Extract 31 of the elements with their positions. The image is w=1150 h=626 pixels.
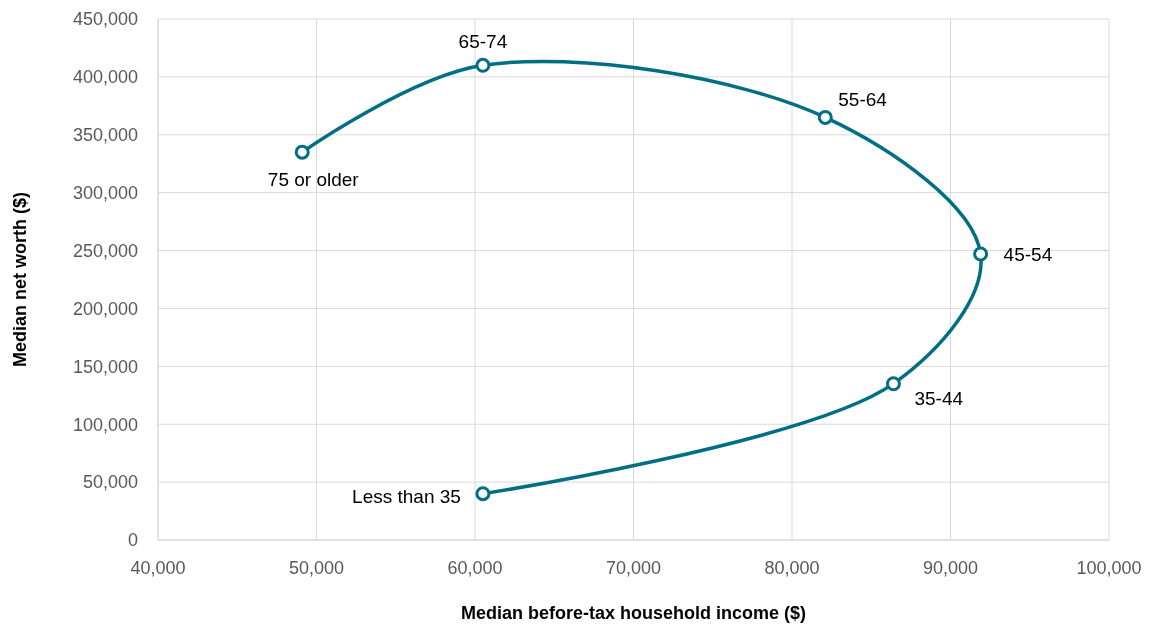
x-tick-label: 80,000	[764, 558, 820, 578]
y-tick-label: 200,000	[72, 298, 138, 319]
x-tick-label: 40,000	[130, 558, 186, 578]
point	[973, 246, 989, 262]
y-tick-label: 400,000	[72, 67, 138, 88]
x-tick-label: 60,000	[447, 558, 503, 578]
x-tick-label: 90,000	[922, 558, 979, 578]
point	[817, 109, 833, 125]
y-tick-label: 300,000	[72, 182, 138, 203]
x-tick-label: 50,000	[288, 558, 345, 578]
point	[475, 57, 491, 73]
y-tick-label: 100,000	[72, 414, 138, 435]
y-tick-label: 450,000	[72, 9, 138, 30]
y-tick-label: 0	[127, 530, 138, 551]
annotation: 65-74	[458, 31, 508, 53]
annotation: 55-64	[838, 89, 888, 111]
point	[475, 486, 491, 502]
point	[294, 144, 310, 160]
point	[885, 376, 901, 392]
annotation: 45-54	[1003, 244, 1053, 266]
annotation: 35-44	[914, 387, 964, 409]
y-tick-label: 50,000	[82, 472, 138, 493]
y-tick-label: 150,000	[72, 356, 138, 377]
x-axis-title: Median before-tax household income ($)	[460, 603, 807, 623]
annotation: Less than 35	[352, 485, 461, 507]
annotation: 75 or older	[267, 169, 360, 191]
y-axis-title: Median net worth ($)	[10, 192, 30, 367]
y-tick-label: 350,000	[72, 125, 138, 146]
x-tick-label: 70,000	[605, 558, 662, 578]
y-tick-label: 250,000	[72, 240, 138, 261]
x-tick-label: 100,000	[1076, 558, 1142, 578]
